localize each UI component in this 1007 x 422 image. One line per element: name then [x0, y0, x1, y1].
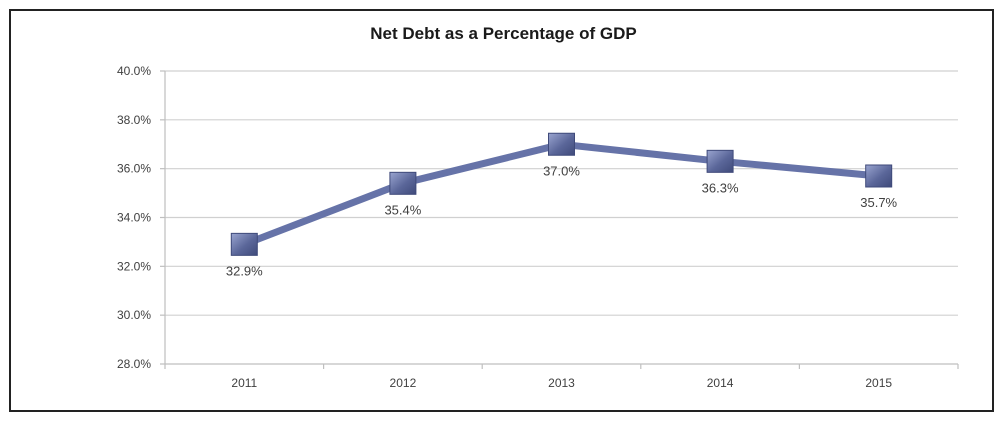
- axes: [160, 70, 959, 369]
- x-tick-labels: 2011 2012 2013 2014 2015: [231, 376, 892, 390]
- data-label: 37.0%: [543, 163, 580, 178]
- y-tick-label: 38.0%: [117, 113, 151, 127]
- y-tick-label: 28.0%: [117, 357, 151, 371]
- data-point-marker: [706, 149, 734, 173]
- x-tick-label: 2011: [231, 376, 257, 390]
- data-label: 35.4%: [384, 202, 421, 217]
- data-label: 32.9%: [226, 263, 263, 278]
- data-point-marker: [230, 232, 258, 256]
- y-tick-label: 32.0%: [117, 259, 151, 273]
- x-tick-label: 2012: [390, 376, 417, 390]
- data-point-marker: [548, 132, 575, 156]
- chart-frame: [9, 9, 994, 412]
- y-tick-labels: 28.0% 30.0% 32.0% 34.0% 36.0% 38.0% 40.0%: [117, 64, 151, 371]
- data-labels: 32.9% 35.4% 37.0% 36.3% 35.7%: [226, 163, 898, 278]
- x-tick-label: 2014: [707, 376, 734, 390]
- y-tick-label: 30.0%: [117, 308, 151, 322]
- y-tick-label: 34.0%: [117, 211, 151, 225]
- series-line: [240, 140, 883, 248]
- y-tick-label: 36.0%: [117, 162, 151, 176]
- series-net-debt: [240, 140, 883, 248]
- gridlines: [165, 70, 958, 316]
- data-point-marker: [389, 171, 417, 195]
- x-tick-label: 2015: [865, 376, 892, 390]
- data-label: 36.3%: [702, 180, 739, 195]
- y-tick-label: 40.0%: [117, 64, 151, 78]
- data-label: 35.7%: [860, 195, 897, 210]
- x-tick-label: 2013: [548, 376, 575, 390]
- chart-title: Net Debt as a Percentage of GDP: [370, 24, 637, 43]
- series-markers: [230, 132, 893, 256]
- data-point-marker: [865, 164, 893, 188]
